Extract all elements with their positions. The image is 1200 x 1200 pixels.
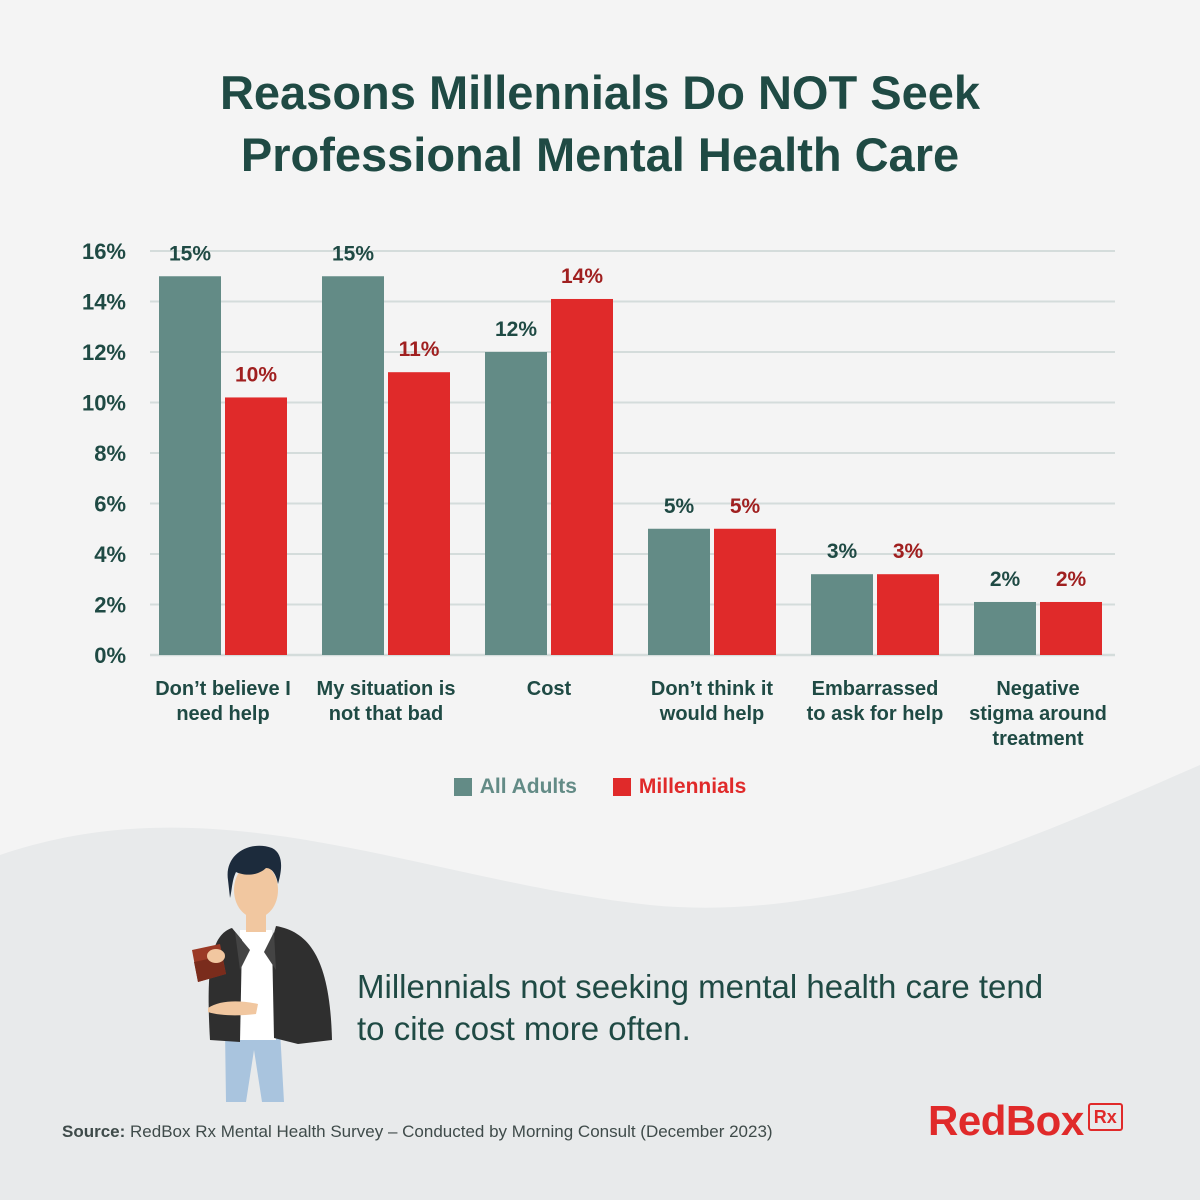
legend-label-millennials: Millennials (638, 775, 747, 798)
y-tick-label: 6% (94, 492, 126, 517)
data-label: 2% (990, 568, 1021, 591)
y-tick-label: 4% (94, 542, 126, 567)
bar-all-adults (159, 276, 221, 655)
legend-label-all-adults: All Adults (479, 775, 577, 798)
data-label: 5% (664, 495, 695, 518)
x-category-label: Negative (996, 678, 1079, 700)
data-label: 11% (399, 338, 440, 361)
data-label: 5% (730, 495, 761, 518)
y-tick-label: 16% (82, 239, 126, 264)
x-category-label: to ask for help (807, 703, 944, 725)
bar-millennials (1040, 601, 1102, 655)
bar-chart: 0% 2% 4% 6% 8% 10% 12% 14% 16% 15% 10% Don’t believ… (82, 239, 1115, 750)
bar-millennials (877, 574, 939, 655)
y-tick-label: 2% (94, 593, 126, 618)
legend-swatch-millennials (612, 778, 631, 796)
data-label: 2% (1056, 568, 1087, 591)
x-category-label: treatment (992, 728, 1083, 750)
legend-swatch-all-adults (453, 778, 472, 796)
bar-millennials (388, 372, 450, 655)
logo-wordmark: RedBox (928, 1097, 1084, 1144)
x-category-label: Don’t think it (651, 678, 774, 700)
chart-title: Reasons Millennials Do NOT Seek Professi… (0, 62, 1200, 186)
y-tick-label: 14% (82, 290, 126, 315)
x-category-label: Don’t believe I (155, 678, 291, 700)
x-category-label: Cost (527, 678, 572, 700)
data-label: 3% (893, 540, 924, 563)
bar-all-adults (485, 352, 547, 655)
data-label: 14% (561, 265, 603, 288)
data-label: 12% (495, 318, 537, 341)
y-tick-label: 0% (94, 643, 126, 668)
x-category-label: would help (659, 703, 764, 725)
redbox-rx-logo: RedBox Rx (928, 1097, 1123, 1145)
data-label: 15% (169, 242, 211, 265)
logo-rx-badge: Rx (1087, 1103, 1123, 1131)
data-label: 15% (332, 242, 374, 265)
legend: All Adults Millennials (0, 775, 1200, 799)
bar-all-adults (974, 601, 1036, 655)
source-label: Source: (62, 1122, 126, 1141)
y-tick-label: 10% (82, 391, 126, 416)
data-label: 3% (827, 540, 858, 563)
bar-millennials (714, 528, 776, 655)
bar-millennials (551, 298, 613, 655)
title-line-2: Professional Mental Health Care (240, 128, 960, 181)
title-line-1: Reasons Millennials Do NOT Seek (219, 66, 981, 119)
person-with-wallet-illustration (192, 845, 332, 1102)
bar-all-adults (811, 574, 873, 655)
data-label: 10% (235, 363, 277, 386)
x-category-label: Embarrassed (812, 678, 939, 700)
bar-all-adults (648, 528, 710, 655)
x-category-label: My situation is (317, 678, 456, 700)
y-tick-label: 8% (94, 441, 126, 466)
source-text: RedBox Rx Mental Health Survey – Conduct… (130, 1122, 773, 1141)
x-category-label: not that bad (329, 703, 443, 725)
x-category-label: stigma around (969, 703, 1107, 725)
key-takeaway-text: Millennials not seeking mental health ca… (357, 968, 1044, 1047)
y-tick-label: 12% (82, 340, 126, 365)
legend-item-millennials: Millennials (612, 775, 747, 799)
x-category-label: need help (176, 703, 269, 725)
bar-millennials (225, 397, 287, 655)
source-note: Source: RedBox Rx Mental Health Survey –… (62, 1122, 773, 1142)
legend-item-all-adults: All Adults (453, 775, 577, 799)
bar-all-adults (322, 276, 384, 655)
